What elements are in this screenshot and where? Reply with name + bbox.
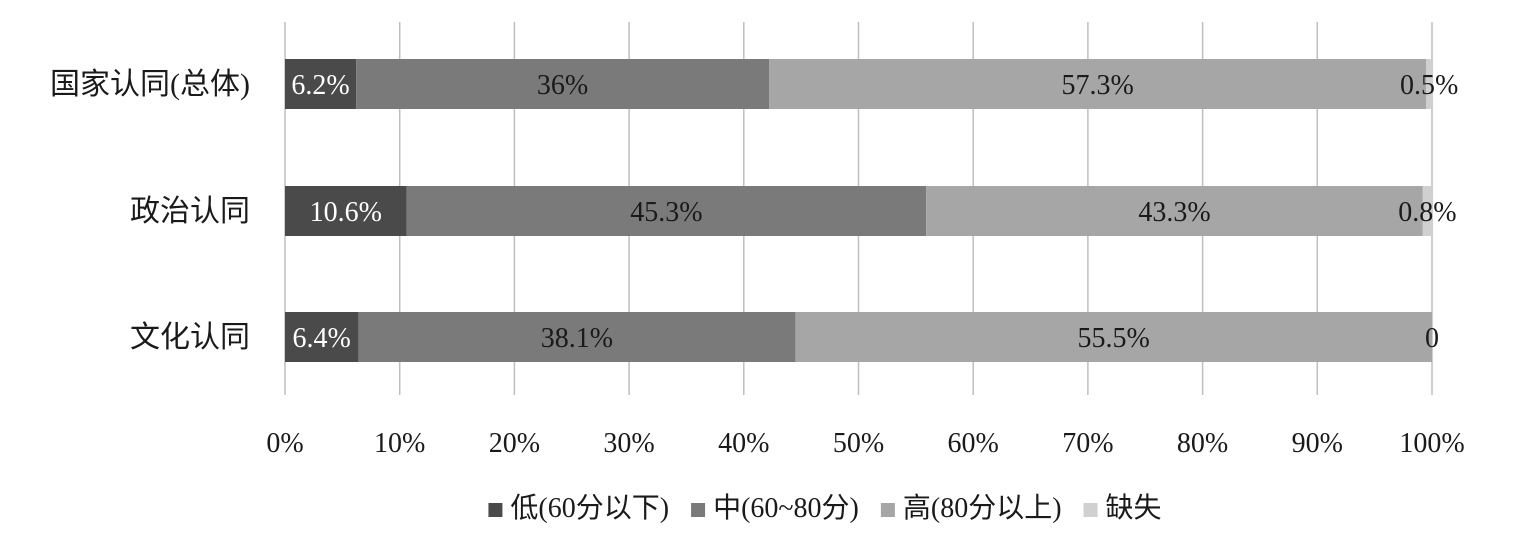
- legend-swatch: [488, 503, 503, 517]
- x-tick-label: 70%: [1062, 428, 1113, 459]
- data-label: 43.3%: [1138, 197, 1210, 228]
- bar-segment: [285, 186, 407, 236]
- data-label: 36%: [537, 70, 588, 101]
- x-tick-label: 60%: [948, 428, 999, 459]
- bar-segment: [285, 312, 359, 362]
- data-label: 57.3%: [1061, 70, 1133, 101]
- category-label: 政治认同: [130, 195, 250, 228]
- x-tick-label: 30%: [603, 428, 654, 459]
- bar-segment: [285, 59, 357, 109]
- data-label: 10.6%: [310, 197, 382, 228]
- bar-segment: [406, 186, 927, 236]
- legend-swatch: [1083, 503, 1098, 517]
- legend-swatch: [880, 503, 895, 517]
- x-tick-label: 40%: [718, 428, 769, 459]
- bar-segment: [356, 59, 770, 109]
- bar-segment: [926, 186, 1423, 236]
- bar-segment: [1422, 186, 1432, 236]
- x-tick-label: 90%: [1292, 428, 1343, 459]
- x-tick-label: 80%: [1177, 428, 1228, 459]
- legend-item: 高(80分以上): [880, 492, 1062, 524]
- data-label: 0.8%: [1398, 197, 1456, 228]
- data-label: 6.4%: [293, 323, 351, 354]
- x-tick-labels: 0% 10% 20% 30% 40% 50% 60% 70% 80% 90% 100%: [266, 428, 1464, 459]
- legend-item: 低(60分以下): [488, 492, 669, 524]
- bar-segment: [795, 312, 1432, 362]
- x-tick-label: 100%: [1399, 428, 1464, 459]
- legend-item: 中(60~80分): [691, 492, 859, 524]
- x-tick-label: 0%: [266, 428, 303, 459]
- legend: 低(60分以下) 中(60~80分) 高(80分以上) 缺失: [488, 492, 1162, 524]
- legend-swatch: [691, 503, 706, 517]
- data-label: 55.5%: [1078, 323, 1150, 354]
- category-label: 文化认同: [130, 321, 250, 354]
- x-tick-label: 20%: [489, 428, 540, 459]
- legend-label: 高(80分以上): [903, 492, 1062, 524]
- legend-item: 缺失: [1083, 492, 1162, 524]
- data-label: 45.3%: [630, 197, 702, 228]
- bars: [285, 59, 1432, 362]
- data-label: 6.2%: [291, 70, 349, 101]
- x-tick-label: 10%: [374, 428, 425, 459]
- data-label: 0: [1425, 323, 1439, 354]
- data-labels: 6.2% 36% 57.3% 0.5% 10.6% 45.3% 43.3% 0.8% 6.4% 3…: [291, 70, 1458, 354]
- category-label: 国家认同(总体): [50, 68, 250, 101]
- data-label: 38.1%: [541, 323, 613, 354]
- legend-label: 中(60~80分): [713, 492, 859, 524]
- bar-segment: [1426, 59, 1432, 109]
- data-label: 0.5%: [1400, 70, 1458, 101]
- bar-segment: [769, 59, 1427, 109]
- x-tick-label: 50%: [833, 428, 884, 459]
- legend-label: 缺失: [1106, 492, 1162, 524]
- bar-segment: [358, 312, 796, 362]
- legend-label: 低(60分以下): [510, 492, 669, 524]
